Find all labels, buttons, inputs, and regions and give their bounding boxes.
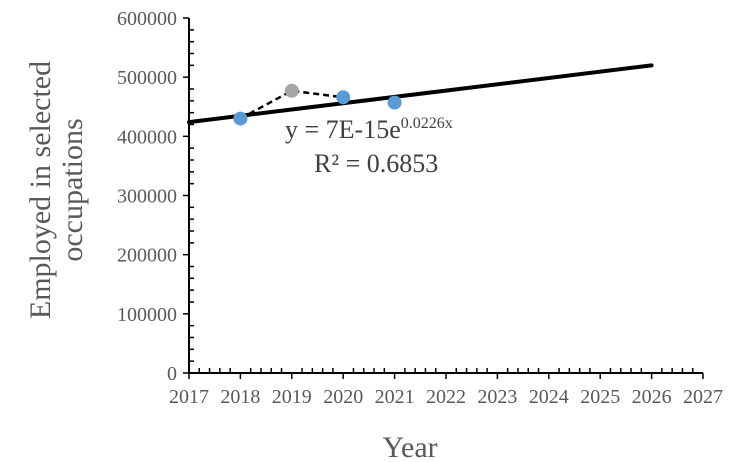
x-tick-label: 2024: [529, 386, 569, 408]
y-tick-label: 200000: [117, 245, 177, 267]
x-tick-label: 2023: [477, 386, 517, 408]
series-dashed-line: [239, 89, 344, 120]
x-tick-label: 2018: [220, 386, 260, 408]
data-point: [336, 90, 351, 105]
data-point: [233, 111, 248, 126]
y-tick-label: 100000: [117, 304, 177, 326]
data-point: [284, 83, 299, 98]
x-tick-label: 2020: [323, 386, 363, 408]
y-tick-label: 500000: [117, 67, 177, 89]
x-tick-label: 2019: [272, 386, 312, 408]
y-tick-label: 0: [167, 363, 177, 385]
y-axis-title-line-1: Employed in selected: [24, 61, 57, 319]
trendline-equation: y = 7E-15e0.0226x: [285, 115, 453, 144]
data-point: [387, 95, 402, 110]
x-tick-label: 2026: [632, 386, 672, 408]
r-squared-label: R² = 0.6853: [314, 149, 438, 178]
x-tick-label: 2027: [683, 386, 723, 408]
y-tick-label: 600000: [117, 8, 177, 30]
x-tick-label: 2025: [580, 386, 620, 408]
x-tick-label: 2022: [426, 386, 466, 408]
x-tick-label: 2017: [169, 386, 209, 408]
y-axis-title-line-2: occupations: [56, 118, 89, 261]
x-tick-label: 2021: [375, 386, 415, 408]
y-tick-label: 400000: [117, 126, 177, 148]
x-axis-title: Year: [382, 431, 437, 462]
trendline: [187, 63, 654, 125]
y-tick-label: 300000: [117, 186, 177, 208]
